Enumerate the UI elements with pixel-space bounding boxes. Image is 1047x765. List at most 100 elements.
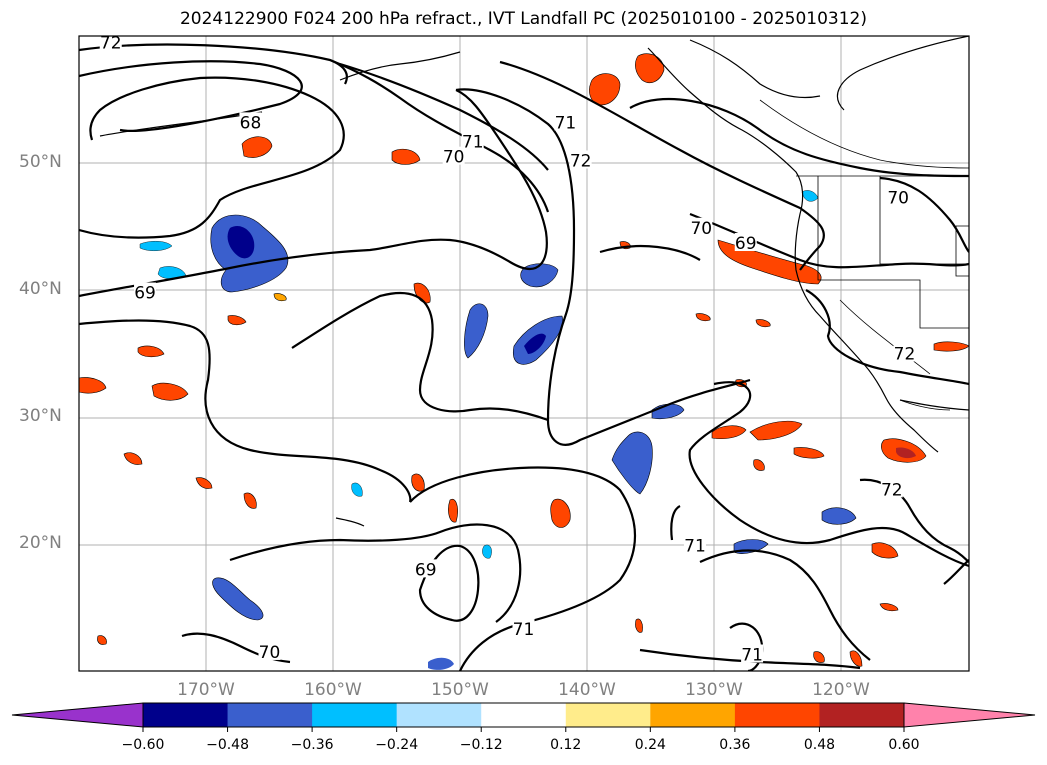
contour-label-background bbox=[239, 112, 262, 131]
colorbar-tick-label: −0.12 bbox=[459, 737, 503, 753]
border-line bbox=[899, 399, 951, 411]
contour-line bbox=[699, 549, 871, 661]
shade-blob bbox=[227, 225, 255, 259]
colorbar-extend-min bbox=[11, 702, 144, 728]
shade-blob bbox=[448, 498, 458, 523]
shade-blob bbox=[695, 313, 711, 322]
colorbar-segment bbox=[143, 703, 229, 727]
colorbar-extend-max bbox=[903, 702, 1036, 728]
contour-label: 70 bbox=[887, 188, 909, 208]
colorbar-tick-label: 0.36 bbox=[719, 737, 751, 753]
longitude-label: 170°W bbox=[177, 680, 235, 700]
contour-line bbox=[79, 76, 345, 239]
contour-label-background bbox=[683, 535, 706, 554]
colorbar-tick-label: −0.24 bbox=[375, 737, 419, 753]
contour-label: 72 bbox=[100, 33, 122, 53]
contour-line bbox=[879, 176, 969, 253]
contour-label-background bbox=[99, 36, 122, 51]
contour-label: 69 bbox=[415, 560, 437, 580]
coastline-segment bbox=[837, 36, 969, 111]
border-line bbox=[879, 176, 969, 265]
contour-label: 69 bbox=[134, 284, 156, 304]
contour-label-background bbox=[741, 644, 764, 663]
contour-line bbox=[670, 505, 681, 541]
colorbar-segment bbox=[565, 703, 651, 727]
colorbar-tick-label: 0.48 bbox=[803, 737, 836, 753]
contour-label-background bbox=[893, 343, 916, 362]
shade-blob bbox=[151, 382, 189, 401]
shade-blob bbox=[871, 542, 899, 559]
latitude-label: 50°N bbox=[19, 152, 62, 172]
contour-line bbox=[79, 88, 548, 298]
coastline-segment bbox=[99, 111, 263, 137]
contour-label-background bbox=[258, 641, 281, 660]
contour-label: 69 bbox=[735, 234, 757, 254]
contour-label-background bbox=[554, 112, 577, 131]
contour-line bbox=[339, 62, 549, 171]
contour-line bbox=[291, 291, 549, 422]
contour-label: 71 bbox=[462, 132, 484, 152]
border-line bbox=[839, 299, 931, 375]
contour-line bbox=[943, 559, 969, 585]
shade-blob bbox=[351, 482, 363, 497]
longitude-label: 140°W bbox=[558, 680, 616, 700]
longitude-label: 130°W bbox=[685, 680, 743, 700]
shade-blob bbox=[79, 377, 107, 394]
contour-label: 72 bbox=[894, 345, 916, 365]
contour-line bbox=[409, 466, 636, 671]
contour-label-background bbox=[569, 150, 592, 169]
shade-blob bbox=[227, 315, 247, 326]
contour-line bbox=[499, 60, 825, 271]
contour-label: 70 bbox=[443, 148, 465, 168]
contour-label-background bbox=[134, 282, 157, 301]
contour-label-background bbox=[880, 479, 903, 498]
latitude-label: 30°N bbox=[19, 406, 62, 426]
contour-line bbox=[805, 289, 969, 386]
shade-blob bbox=[933, 341, 969, 352]
contour-label: 71 bbox=[741, 645, 763, 665]
shade-blob bbox=[413, 282, 431, 304]
contour-label-background bbox=[976, 591, 998, 609]
contour-label: 72 bbox=[976, 592, 998, 612]
colorbar-segment bbox=[312, 703, 398, 727]
shade-blob bbox=[428, 657, 454, 670]
colorbar-tick-label: −0.60 bbox=[121, 737, 165, 753]
shade-blob bbox=[635, 618, 643, 633]
contour-label: 70 bbox=[690, 219, 712, 239]
shade-blob bbox=[801, 190, 819, 202]
negative-anomaly-shading bbox=[139, 190, 857, 670]
contour-line bbox=[79, 43, 348, 85]
shade-blob bbox=[137, 345, 165, 358]
shade-blob bbox=[550, 498, 571, 528]
colorbar-tick-label: 0.60 bbox=[888, 737, 920, 753]
latitude-label: 40°N bbox=[19, 279, 62, 299]
shade-blob bbox=[879, 603, 899, 612]
colorbar-segment bbox=[734, 703, 820, 727]
contour-line bbox=[688, 381, 969, 568]
contour-label: 72 bbox=[570, 151, 592, 171]
contour-label: 70 bbox=[259, 643, 281, 663]
coastline-segment bbox=[647, 47, 939, 453]
shade-blob bbox=[524, 333, 546, 354]
shade-blob bbox=[139, 241, 173, 251]
colorbar-tick-label: −0.48 bbox=[206, 737, 249, 753]
shade-blob bbox=[195, 477, 213, 489]
colorbar bbox=[11, 702, 1036, 732]
gridlines bbox=[79, 36, 969, 671]
shade-blob bbox=[755, 319, 771, 328]
shade-blob bbox=[482, 544, 492, 559]
contour-line bbox=[599, 244, 701, 261]
contour-label: 71 bbox=[684, 536, 706, 556]
shade-blob bbox=[611, 431, 653, 495]
refractivity-contours bbox=[79, 43, 969, 671]
coastline-segment bbox=[899, 399, 969, 411]
shade-blob bbox=[635, 53, 665, 83]
border-line bbox=[817, 176, 969, 329]
contour-label-background bbox=[690, 217, 713, 236]
shade-blob bbox=[243, 492, 257, 509]
shade-blob bbox=[464, 303, 489, 359]
contour-label-background bbox=[512, 619, 535, 638]
shade-blob bbox=[241, 136, 273, 158]
